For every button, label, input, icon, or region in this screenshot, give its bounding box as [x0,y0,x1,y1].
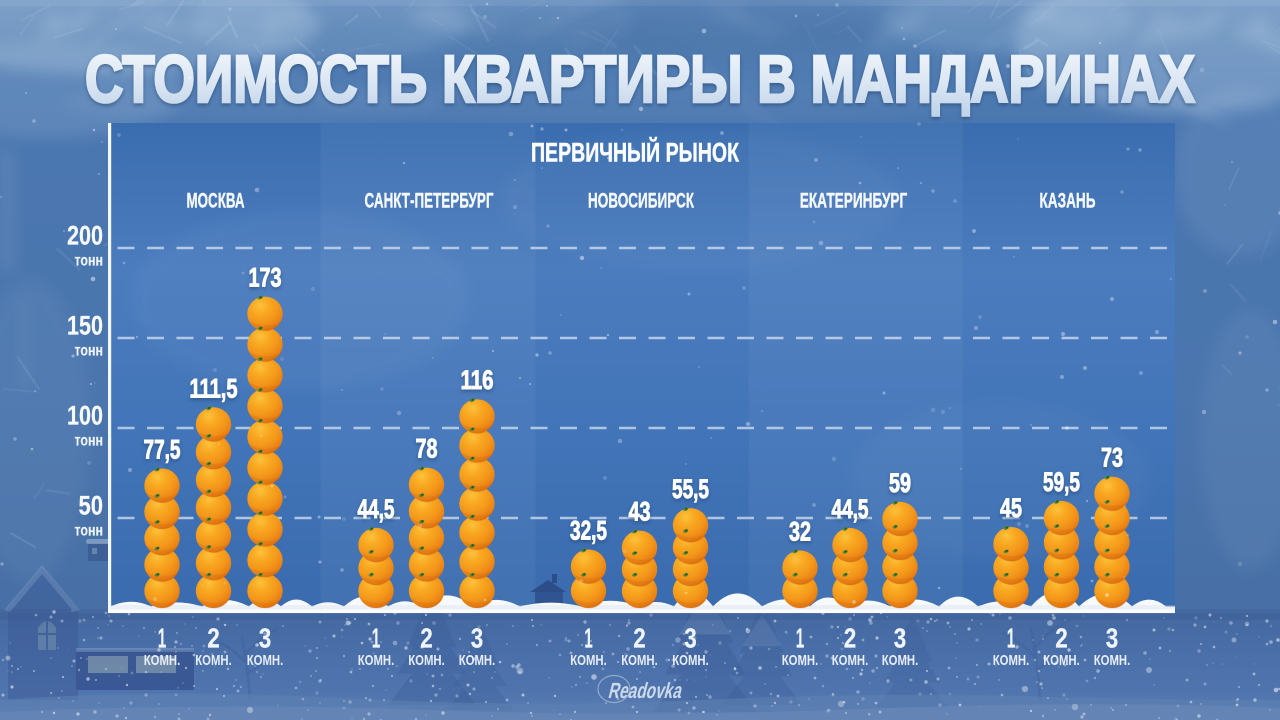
svg-text:2: 2 [844,623,857,654]
svg-text:СТОИМОСТЬ КВАРТИРЫ В МАНДАРИНА: СТОИМОСТЬ КВАРТИРЫ В МАНДАРИНАХ [85,42,1195,117]
svg-text:КОМН.: КОМН. [1043,652,1080,669]
svg-text:173: 173 [249,263,282,293]
svg-text:3: 3 [471,623,484,654]
svg-text:3: 3 [259,623,272,654]
svg-text:200: 200 [67,221,103,251]
svg-text:САНКТ-ПЕТЕРБУРГ: САНКТ-ПЕТЕРБУРГ [365,189,494,213]
svg-text:59,5: 59,5 [1043,467,1080,497]
svg-text:КОМН.: КОМН. [621,652,658,669]
svg-text:73: 73 [1101,443,1123,473]
svg-text:тонн: тонн [75,523,104,540]
svg-text:КОМН.: КОМН. [782,652,819,669]
svg-text:КАЗАНЬ: КАЗАНЬ [1040,189,1096,213]
svg-text:1: 1 [372,623,381,654]
svg-text:111,5: 111,5 [190,373,238,403]
svg-text:55,5: 55,5 [672,474,709,504]
svg-text:150: 150 [67,311,103,341]
svg-text:45: 45 [1000,493,1022,523]
svg-text:КОМН.: КОМН. [1094,652,1131,669]
svg-text:1: 1 [796,623,805,654]
svg-text:ЕКАТЕРИНБУРГ: ЕКАТЕРИНБУРГ [800,189,908,213]
svg-text:2: 2 [1055,623,1068,654]
svg-text:НОВОСИБИРСК: НОВОСИБИРСК [588,189,695,213]
svg-text:1: 1 [584,623,593,654]
svg-text:78: 78 [416,434,438,464]
svg-text:2: 2 [207,623,220,654]
svg-text:1: 1 [158,623,167,654]
svg-text:тонн: тонн [75,253,104,270]
svg-text:44,5: 44,5 [832,494,869,524]
svg-text:КОМН.: КОМН. [672,652,709,669]
svg-text:32,5: 32,5 [570,516,607,546]
svg-text:КОМН.: КОМН. [408,652,445,669]
svg-text:МОСКВА: МОСКВА [187,189,245,213]
svg-text:43: 43 [629,497,651,527]
svg-text:ПЕРВИЧНЫЙ РЫНОК: ПЕРВИЧНЫЙ РЫНОК [531,137,739,168]
svg-text:2: 2 [420,623,433,654]
svg-text:2: 2 [633,623,646,654]
svg-text:32: 32 [789,516,811,546]
svg-text:1: 1 [1007,623,1016,654]
svg-text:50: 50 [79,491,104,521]
svg-text:100: 100 [67,401,103,431]
svg-text:КОМН.: КОМН. [459,652,496,669]
svg-text:КОМН.: КОМН. [570,652,607,669]
svg-text:3: 3 [684,623,697,654]
svg-text:77,5: 77,5 [144,435,181,465]
svg-text:тонн: тонн [75,433,104,450]
svg-text:тонн: тонн [75,343,104,360]
svg-text:КОМН.: КОМН. [832,652,869,669]
svg-text:КОМН.: КОМН. [144,652,181,669]
svg-text:КОМН.: КОМН. [247,652,284,669]
svg-text:3: 3 [894,623,907,654]
svg-text:КОМН.: КОМН. [993,652,1030,669]
svg-text:КОМН.: КОМН. [358,652,395,669]
svg-text:116: 116 [461,365,494,395]
svg-text:59: 59 [889,468,911,498]
svg-text:КОМН.: КОМН. [195,652,232,669]
svg-text:44,5: 44,5 [358,494,395,524]
svg-text:КОМН.: КОМН. [882,652,919,669]
svg-text:Readovka: Readovka [606,678,686,703]
svg-text:3: 3 [1106,623,1119,654]
